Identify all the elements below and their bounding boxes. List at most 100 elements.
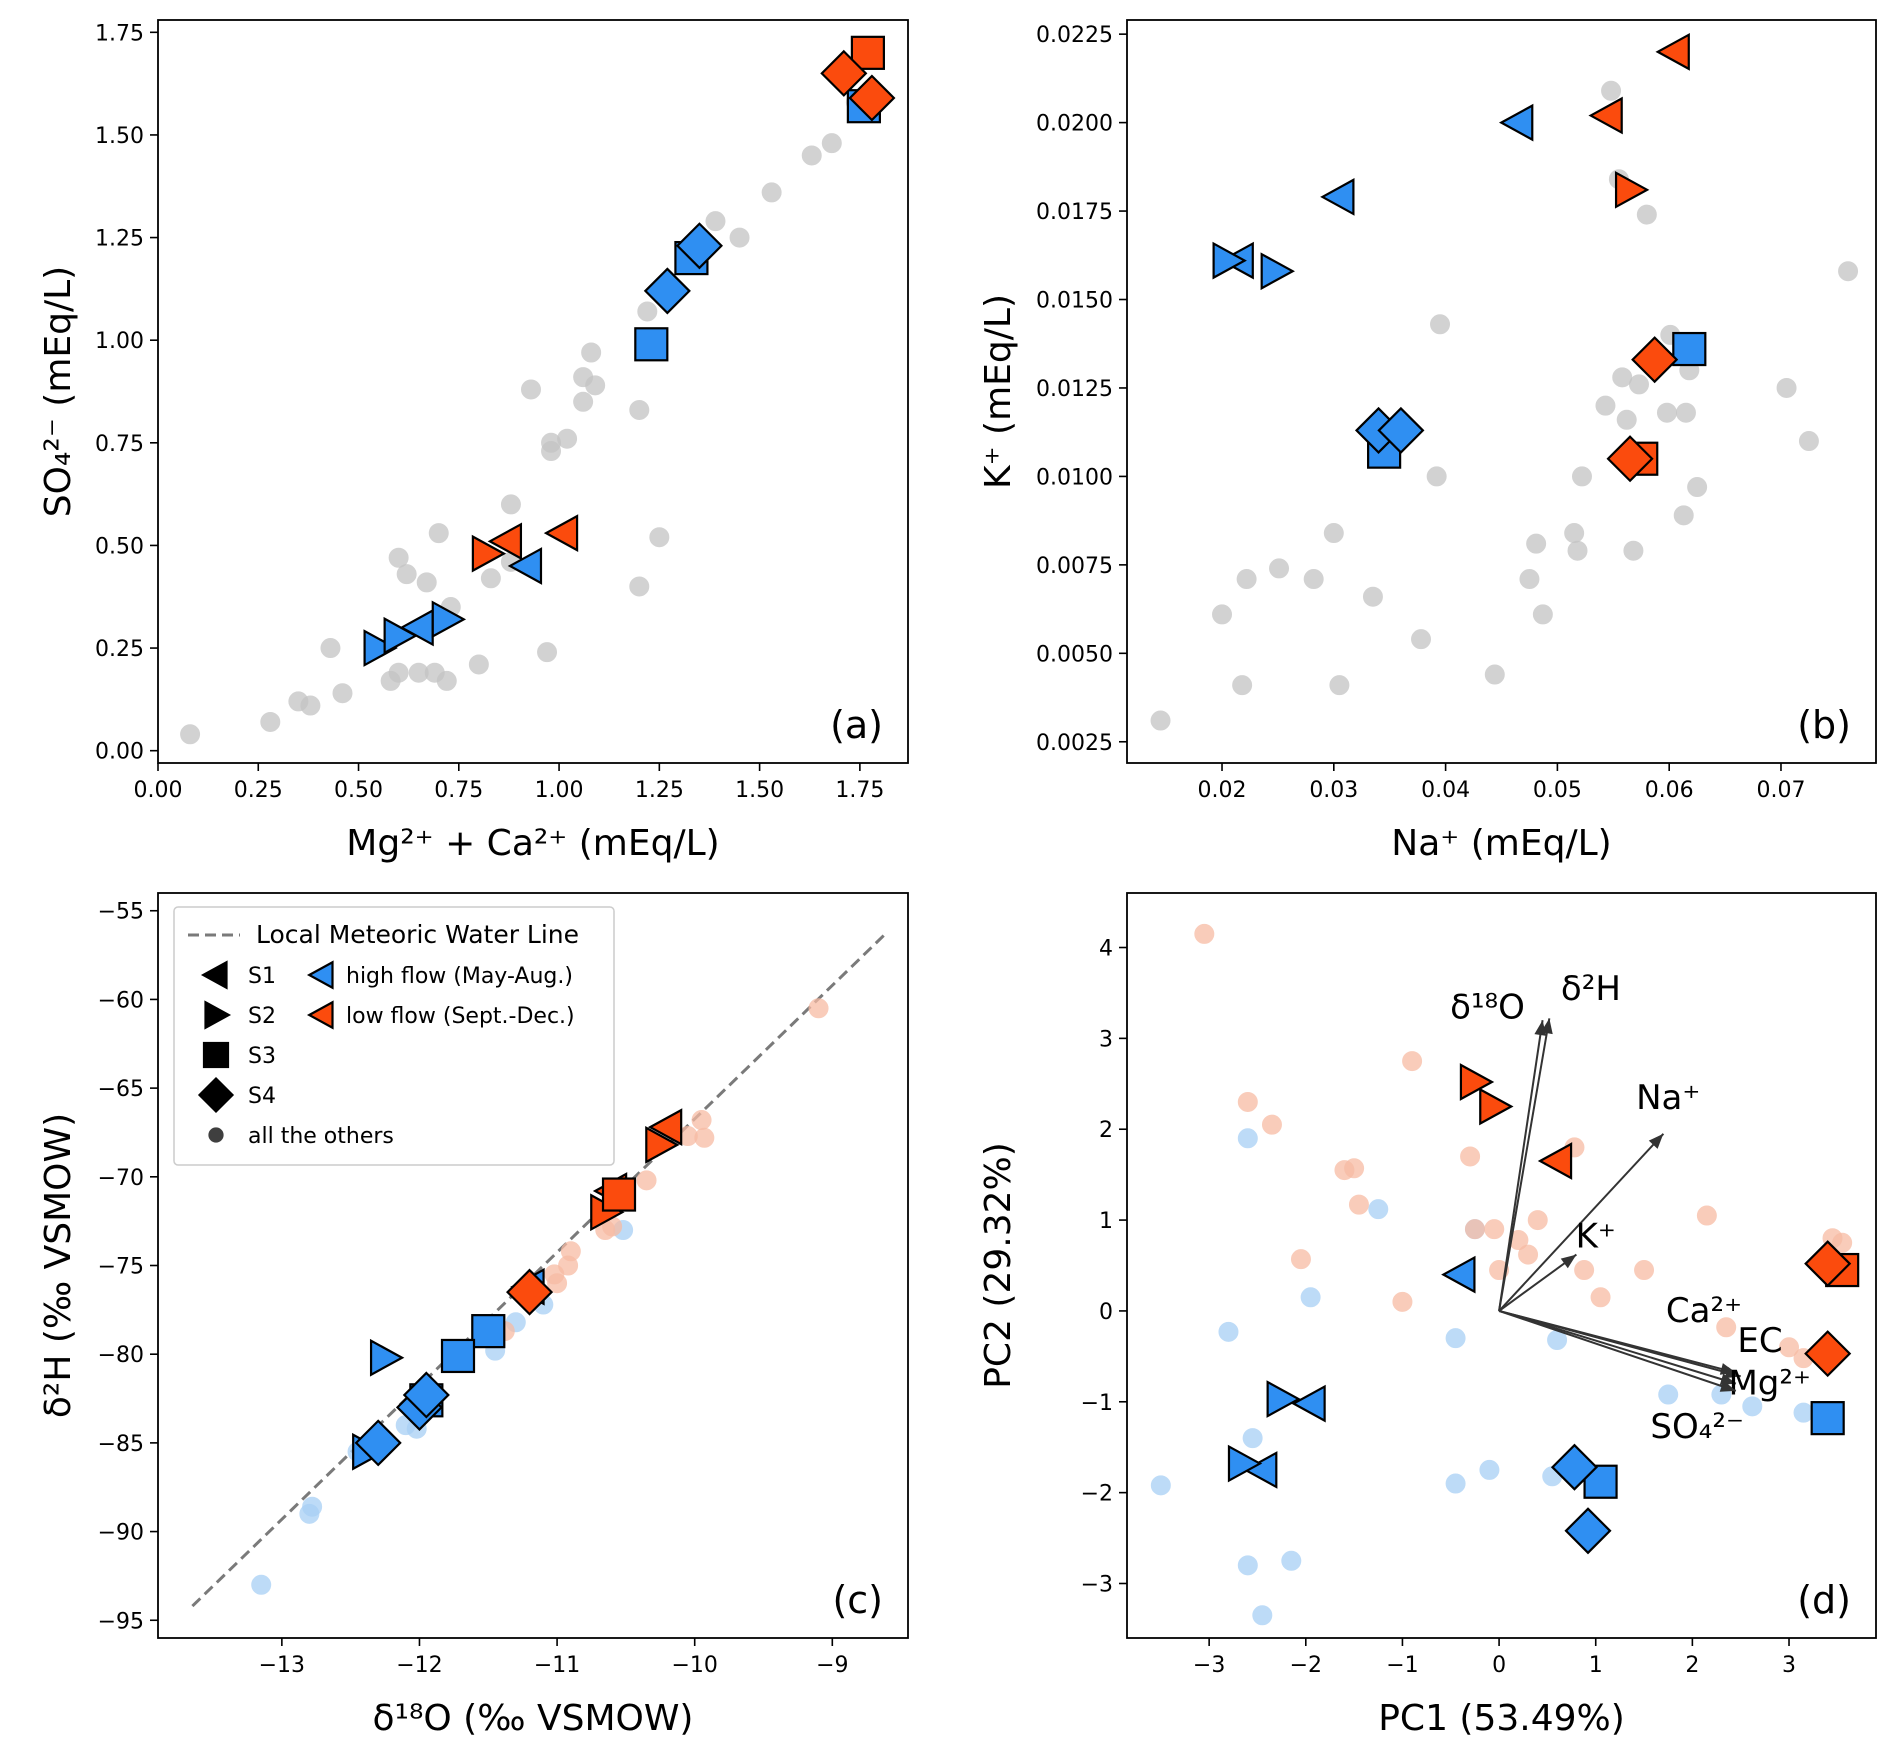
data-point xyxy=(383,616,418,655)
y-tick-label: 4 xyxy=(1099,937,1113,962)
data-point xyxy=(1218,1321,1239,1342)
y-tick-label: 0.0175 xyxy=(1036,200,1113,225)
data-point xyxy=(645,1126,680,1164)
data-point xyxy=(363,629,398,667)
legend-color-label: low flow (Sept.-Dec.) xyxy=(346,1004,575,1029)
data-point xyxy=(691,1110,712,1131)
data-point xyxy=(354,1419,402,1467)
data-point xyxy=(848,74,896,122)
data-point xyxy=(1479,1087,1514,1126)
data-point xyxy=(581,342,602,363)
legend: Local Meteoric Water Line S1 S2 S3 S4 all the… xyxy=(173,906,615,1166)
loading-label: δ¹⁸O xyxy=(1450,987,1525,1027)
data-point xyxy=(1742,1396,1763,1417)
data-point xyxy=(1672,331,1707,367)
data-point xyxy=(1212,604,1233,625)
data-point xyxy=(1344,1158,1365,1179)
data-point xyxy=(636,1170,657,1191)
plot-frame xyxy=(157,19,909,764)
data-point xyxy=(1150,1475,1171,1496)
panel-label: (a) xyxy=(830,703,883,747)
x-tick-label: 0.04 xyxy=(1421,778,1470,803)
y-tick-label: −95 xyxy=(98,1609,144,1634)
legend-shape-label: all the others xyxy=(248,1124,394,1149)
data-point xyxy=(1445,1473,1466,1494)
data-point xyxy=(402,1371,450,1419)
data-point xyxy=(643,267,691,315)
data-point xyxy=(1838,261,1859,282)
data-point xyxy=(1484,664,1505,685)
data-point xyxy=(1687,477,1708,498)
data-point xyxy=(1460,1146,1481,1167)
data-point xyxy=(1290,1249,1311,1270)
y-tick-label: 1.50 xyxy=(95,124,144,149)
data-point xyxy=(1426,466,1447,487)
y-tick-label: −85 xyxy=(98,1432,144,1457)
data-point xyxy=(180,724,201,745)
data-point xyxy=(729,227,750,248)
loading-label: Na⁺ xyxy=(1636,1078,1700,1118)
legend-shape-swatch xyxy=(202,1041,230,1069)
loading-arrowhead xyxy=(1724,1366,1741,1379)
data-point xyxy=(1261,1114,1282,1135)
y-axis-label: K⁺ (mEq/L) xyxy=(978,294,1019,489)
data-point xyxy=(1441,1255,1476,1294)
data-point xyxy=(705,211,726,232)
data-point xyxy=(428,523,449,544)
data-point xyxy=(1430,314,1451,335)
y-tick-label: −80 xyxy=(98,1343,144,1368)
y-tick-label: 1 xyxy=(1099,1209,1113,1234)
data-point xyxy=(1656,402,1677,423)
data-point xyxy=(1606,435,1654,483)
data-point xyxy=(1629,374,1650,395)
data-point xyxy=(1614,170,1650,209)
data-point xyxy=(1567,540,1588,561)
y-tick-label: 0.00 xyxy=(95,740,144,765)
data-point xyxy=(1616,409,1637,430)
data-point xyxy=(1804,1240,1852,1288)
legend-color-label: high flow (May-Aug.) xyxy=(346,964,573,989)
legend-shape-swatch xyxy=(200,960,228,990)
data-point xyxy=(808,998,829,1019)
data-point xyxy=(1636,204,1657,225)
data-point xyxy=(537,642,558,663)
data-point xyxy=(1260,252,1295,291)
data-point xyxy=(300,695,321,716)
data-point xyxy=(801,145,822,166)
loading-arrowhead xyxy=(1648,1133,1664,1149)
y-tick-label: 0.0075 xyxy=(1036,554,1113,579)
legend-shape-label: S4 xyxy=(248,1084,276,1109)
y-tick-label: 0.0100 xyxy=(1036,465,1113,490)
x-tick-label: −2 xyxy=(1290,1653,1322,1678)
data-point xyxy=(1252,1605,1273,1626)
data-point xyxy=(761,182,782,203)
y-tick-label: −3 xyxy=(1081,1572,1113,1597)
y-tick-label: 0.0125 xyxy=(1036,377,1113,402)
loading-arrow xyxy=(1498,1018,1551,1312)
data-point xyxy=(1675,402,1696,423)
data-point xyxy=(1300,1287,1321,1308)
plot-frame xyxy=(1126,892,1877,1639)
y-tick-label: 0.50 xyxy=(95,534,144,559)
data-point xyxy=(320,638,341,659)
y-tick-label: 0.0150 xyxy=(1036,289,1113,314)
x-tick-label: 0.06 xyxy=(1645,778,1694,803)
data-point xyxy=(1281,1550,1302,1571)
loading-label: δ²H xyxy=(1561,969,1621,1009)
y-tick-label: −55 xyxy=(98,900,144,925)
x-axis-label: δ¹⁸O (‰ VSMOW) xyxy=(373,1698,694,1739)
x-tick-label: 0.02 xyxy=(1198,778,1247,803)
x-axis-label: PC1 (53.49%) xyxy=(1378,1698,1625,1739)
x-tick-label: 1.25 xyxy=(635,778,684,803)
lmwl-line xyxy=(191,930,889,1608)
data-point xyxy=(1237,1091,1258,1112)
data-point xyxy=(1269,558,1290,579)
y-tick-label: 1.25 xyxy=(95,227,144,252)
data-point xyxy=(506,1268,554,1316)
data-point xyxy=(1673,505,1694,526)
data-point xyxy=(471,534,507,573)
loading-arrowhead xyxy=(1560,1254,1577,1269)
y-tick-label: 0.0200 xyxy=(1036,112,1113,137)
y-tick-label: −60 xyxy=(98,988,144,1013)
